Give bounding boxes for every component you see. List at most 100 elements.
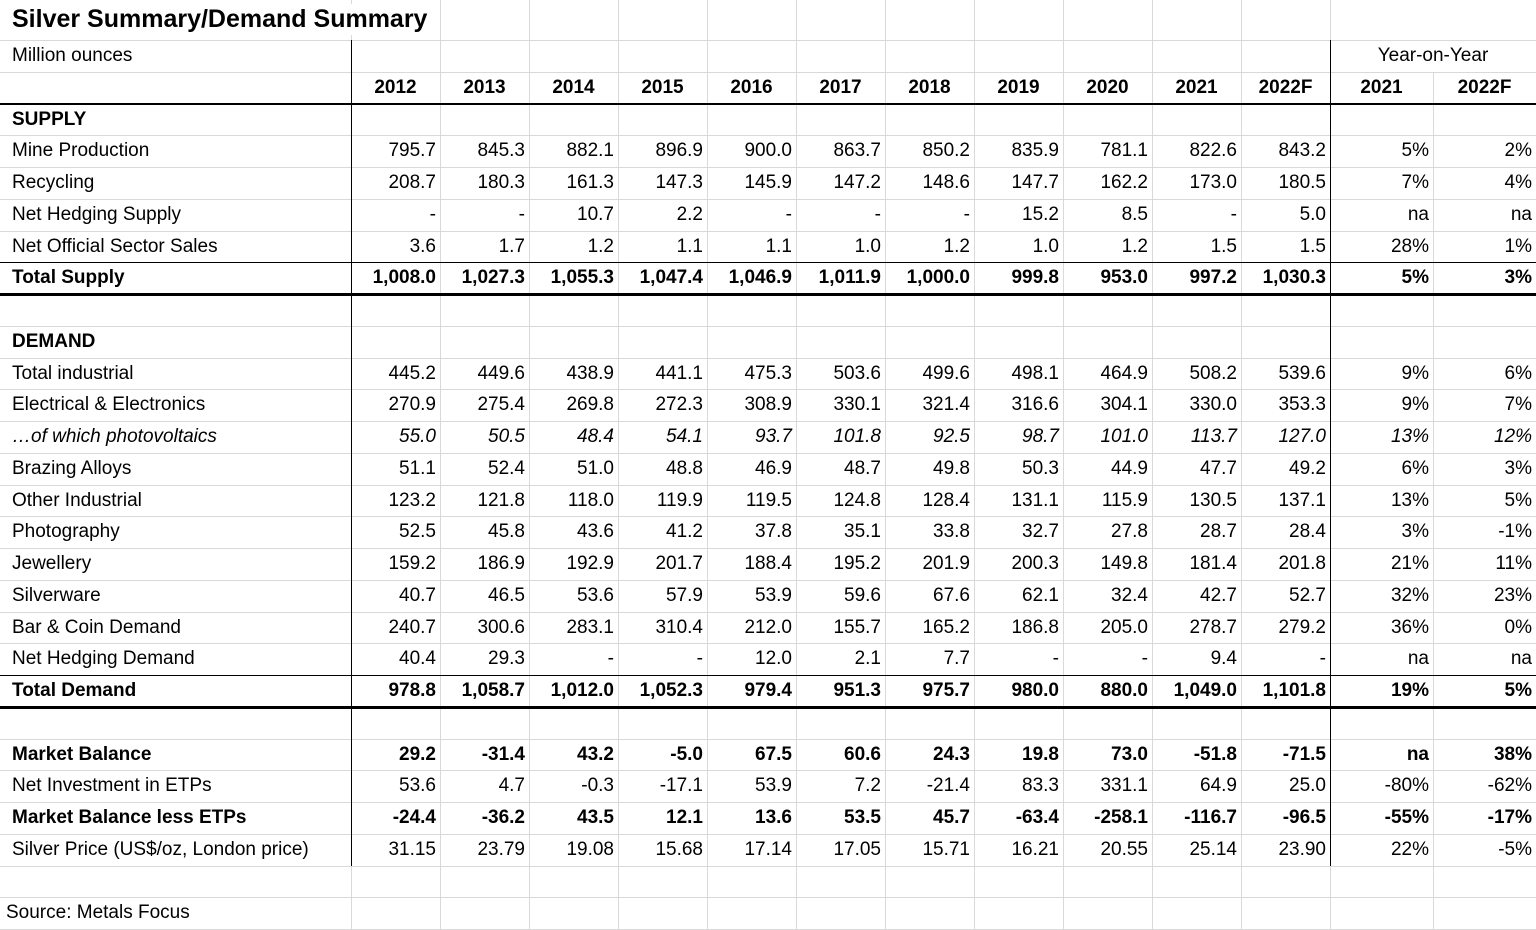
cell: -: [785, 203, 792, 225]
cell: 1,055.3: [550, 267, 614, 289]
cell: 188.4: [744, 553, 792, 574]
cell: 53.6: [399, 775, 436, 797]
cell: 330.0: [1189, 394, 1237, 416]
cell: 441.1: [655, 362, 703, 384]
cell: 3.6: [409, 235, 436, 257]
cell: 12.0: [755, 648, 792, 670]
cell: -: [874, 203, 881, 225]
grid-line: [0, 230, 1536, 232]
cell: 1,000.0: [906, 267, 970, 289]
row-label: Bar & Coin Demand: [12, 616, 181, 638]
cell: 9%: [1401, 394, 1429, 416]
row-label: Silverware: [12, 584, 101, 606]
cell: 45.8: [488, 521, 525, 543]
cell: 2016: [730, 76, 773, 98]
cell: 15.2: [1022, 203, 1059, 225]
cell: 40.4: [399, 648, 436, 670]
cell: 119.5: [745, 489, 792, 511]
cell: 2020: [1086, 76, 1129, 98]
cell: 83.3: [1022, 775, 1059, 797]
cell: 449.6: [477, 362, 525, 384]
cell: 1,047.4: [639, 267, 703, 289]
cell: 1.1: [765, 235, 792, 257]
cell: 36%: [1390, 616, 1429, 638]
grid-line: [707, 0, 708, 930]
cell: 46.9: [755, 457, 792, 479]
cell: 49.2: [1289, 457, 1326, 479]
cell: 25.14: [1189, 838, 1237, 860]
unit-label: Million ounces: [12, 45, 133, 66]
cell: -258.1: [1094, 807, 1148, 828]
cell: 19%: [1390, 680, 1429, 701]
cell: 3%: [1504, 457, 1532, 479]
cell: 331.1: [1100, 775, 1148, 797]
cell: 330.1: [833, 394, 881, 416]
cell: 21%: [1390, 553, 1429, 574]
cell: 1.5: [1299, 235, 1326, 257]
cell: 863.7: [833, 140, 881, 162]
cell: -1%: [1498, 521, 1532, 543]
cell: 57.9: [666, 584, 703, 606]
cell: na: [1407, 203, 1429, 225]
cell: 40.7: [399, 584, 436, 606]
row-label: Brazing Alloys: [12, 457, 132, 479]
cell: 49.8: [933, 457, 970, 479]
cell: 304.1: [1100, 394, 1148, 416]
cell: 7.2: [854, 775, 881, 797]
row-label: Total Demand: [12, 680, 137, 701]
cell: 19.8: [1022, 743, 1059, 765]
cell: 835.9: [1011, 140, 1059, 162]
cell: 498.1: [1011, 362, 1059, 384]
cell: 1,012.0: [550, 680, 614, 701]
rule: [0, 293, 1536, 296]
cell: 192.9: [566, 553, 614, 574]
cell: 64.9: [1200, 775, 1237, 797]
cell: 2018: [908, 76, 951, 98]
cell: -80%: [1384, 775, 1429, 797]
cell: 2.2: [676, 203, 703, 225]
section-heading: DEMAND: [12, 330, 96, 352]
row-label: Net Hedging Demand: [12, 648, 195, 670]
cell: 5%: [1401, 267, 1429, 289]
row-label: Net Hedging Supply: [12, 203, 181, 225]
cell: 2015: [641, 76, 684, 98]
cell: -: [1230, 203, 1237, 225]
cell: 28.4: [1289, 521, 1326, 543]
cell: 4.7: [498, 775, 525, 797]
cell: 47.7: [1200, 457, 1237, 479]
grid-line: [0, 135, 1536, 137]
cell: 43.2: [577, 743, 614, 765]
cell: 2021: [1175, 76, 1218, 98]
rule: [0, 262, 1536, 264]
cell: 5%: [1504, 680, 1532, 701]
yoy-label: Year-on-Year: [1377, 45, 1489, 66]
cell: 1,049.0: [1173, 680, 1237, 701]
cell: 20.55: [1100, 838, 1148, 860]
grid-line: [0, 421, 1536, 422]
grid-line: [0, 865, 1536, 867]
cell: 308.9: [744, 394, 792, 416]
cell: 269.8: [566, 394, 614, 416]
cell: 2.1: [854, 648, 881, 670]
row-label: Mine Production: [12, 140, 150, 162]
cell: 843.2: [1278, 140, 1326, 162]
cell: 48.7: [844, 457, 881, 479]
cell: 43.5: [577, 807, 614, 828]
cell: -36.2: [481, 807, 525, 828]
cell: 53.9: [755, 775, 792, 797]
cell: -: [696, 648, 703, 670]
cell: 6%: [1401, 457, 1429, 479]
cell: 33.8: [933, 521, 970, 543]
cell: 278.7: [1189, 616, 1237, 638]
grid-line: [529, 0, 530, 930]
cell: 2017: [819, 76, 862, 98]
cell: 475.3: [744, 362, 792, 384]
cell: 2013: [463, 76, 506, 98]
cell: 11%: [1495, 553, 1532, 574]
cell: 137.1: [1278, 489, 1326, 511]
grid-line: [0, 389, 1536, 391]
grid-line: [0, 71, 1536, 73]
cell: 159.2: [388, 553, 436, 574]
cell: 5%: [1504, 489, 1532, 511]
cell: 147.3: [655, 172, 703, 193]
